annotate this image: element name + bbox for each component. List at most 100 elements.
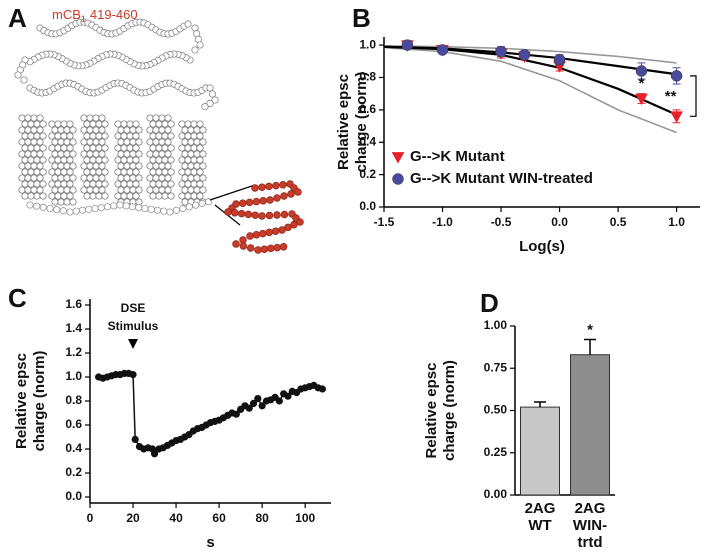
bead (21, 192, 29, 200)
bead (27, 144, 35, 152)
bead (101, 132, 109, 140)
y-tick-label: 0.8 (65, 393, 82, 407)
bead (57, 174, 65, 182)
bead (60, 144, 68, 152)
bead (193, 162, 201, 170)
trace (98, 372, 323, 456)
bead (273, 211, 281, 219)
bead (27, 156, 35, 164)
bead (211, 96, 219, 104)
bead (196, 180, 204, 188)
y-tick-label: 0.6 (359, 102, 376, 116)
marker (518, 49, 531, 61)
bead (126, 192, 134, 200)
bead (280, 192, 288, 200)
bead (66, 168, 74, 176)
bead (187, 138, 195, 146)
bead (59, 207, 67, 215)
bead (120, 132, 128, 140)
bead (196, 120, 204, 128)
x-tick-label: WIN- (573, 517, 607, 534)
bead (161, 132, 169, 140)
legend-label: G-->K Mutant WIN-treated (410, 170, 593, 187)
bead (126, 180, 134, 188)
point (129, 371, 137, 379)
marker (436, 44, 449, 56)
bead (21, 120, 29, 128)
bead (63, 174, 71, 182)
bead (60, 168, 68, 176)
annotation: DSE (121, 301, 146, 315)
y-tick-label: 1.2 (65, 345, 82, 359)
x-tick-label: WT (528, 517, 551, 534)
bead (27, 168, 35, 176)
bead (33, 192, 41, 200)
bead (149, 144, 157, 152)
bead (158, 114, 166, 122)
annotation: Stimulus (108, 319, 159, 333)
bead (101, 192, 109, 200)
bead (92, 126, 100, 134)
bead (114, 132, 122, 140)
y-tick-label: 0.8 (359, 70, 376, 84)
bead (63, 198, 71, 206)
bead (167, 180, 175, 188)
bead (117, 150, 125, 158)
bead (92, 114, 100, 122)
marker (392, 173, 404, 185)
bead (152, 138, 160, 146)
bead (54, 144, 62, 152)
bead (149, 180, 157, 188)
diagram (14, 18, 304, 254)
bead (126, 120, 134, 128)
bead (149, 132, 157, 140)
bead (80, 174, 88, 182)
bead (254, 246, 262, 254)
bead (57, 150, 65, 158)
bead (36, 114, 44, 122)
bead (129, 150, 137, 158)
bead (126, 156, 134, 164)
bead (196, 132, 204, 140)
y-axis-label: charge (norm) (31, 351, 48, 452)
y-tick-label: 0.6 (65, 417, 82, 431)
bead (252, 197, 261, 206)
bead (69, 138, 77, 146)
point (245, 404, 253, 412)
bead (178, 168, 186, 176)
bead (86, 162, 94, 170)
bead (57, 126, 65, 134)
bead (101, 120, 109, 128)
bead (89, 144, 97, 152)
bead (80, 186, 88, 194)
x-tick-label: -1.5 (374, 215, 395, 229)
bead (98, 138, 106, 146)
bead (167, 120, 175, 128)
bead (89, 180, 97, 188)
bead (279, 181, 287, 189)
bead (101, 180, 109, 188)
bead (184, 132, 192, 140)
y-tick-label: 0.2 (65, 465, 82, 479)
bead (237, 209, 246, 218)
bead (167, 132, 175, 140)
y-tick-label: 0.25 (484, 445, 508, 459)
bead (146, 162, 154, 170)
bead (48, 180, 56, 188)
bead (158, 150, 166, 158)
y-tick-label: 0.00 (484, 487, 508, 501)
bead (66, 208, 74, 216)
bead (146, 114, 154, 122)
y-tick-label: 1.4 (65, 321, 82, 335)
bead (18, 114, 26, 122)
bead (287, 190, 295, 198)
bead (86, 150, 94, 158)
bead (206, 84, 214, 92)
bead (259, 197, 267, 205)
bead (33, 132, 41, 140)
bead (196, 168, 204, 176)
error-bar (584, 338, 596, 355)
bead (48, 132, 56, 140)
bead (155, 180, 163, 188)
bead (122, 202, 130, 210)
